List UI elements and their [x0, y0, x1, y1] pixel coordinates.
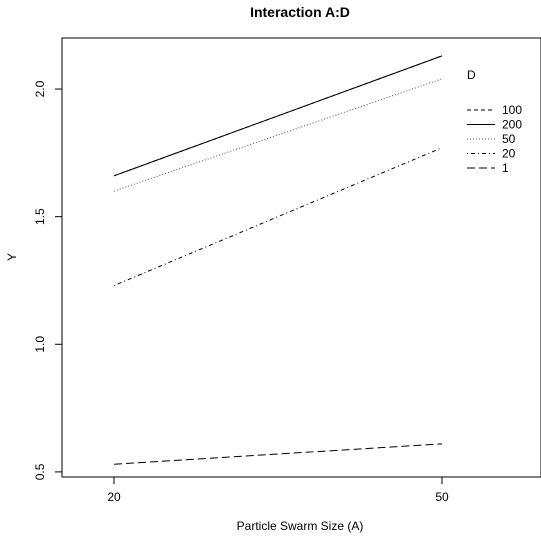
legend-title: D	[467, 68, 476, 82]
series-lines	[113, 55, 443, 465]
x-axis: 20 50	[107, 477, 449, 504]
series-line-50	[113, 78, 443, 192]
plot-frame	[61, 37, 541, 478]
legend-label-50: 50	[502, 132, 516, 146]
x-tick-label-20: 20	[107, 490, 121, 504]
legend-label-1: 1	[502, 161, 509, 175]
series-line-20	[113, 147, 443, 287]
y-tick-label-2.0: 2.0	[33, 80, 47, 97]
legend-label-200: 200	[502, 118, 522, 132]
series-line-200	[113, 55, 443, 177]
y-tick-label-0.5: 0.5	[33, 463, 47, 480]
legend-label-20: 20	[502, 147, 516, 161]
y-tick-label-1.5: 1.5	[33, 208, 47, 225]
x-axis-label: Particle Swarm Size (A)	[237, 519, 364, 533]
y-tick-label-1.0: 1.0	[33, 336, 47, 353]
y-axis-label: Y	[5, 253, 19, 261]
legend-label-100: 100	[502, 103, 522, 117]
series-line-1	[113, 443, 443, 465]
y-axis: 0.5 1.0 1.5 2.0	[33, 80, 62, 480]
chart-title: Interaction A:D	[250, 4, 350, 20]
x-tick-label-50: 50	[435, 490, 449, 504]
